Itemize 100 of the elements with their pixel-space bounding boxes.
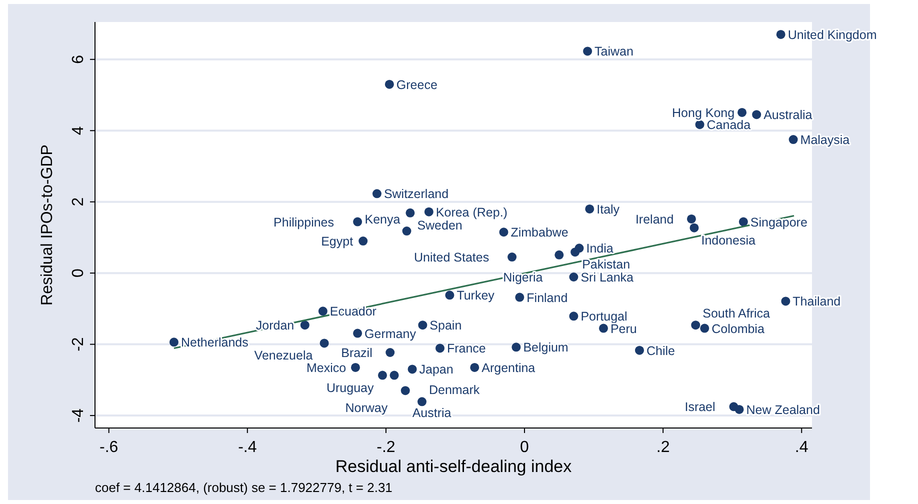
annotation: Germany (364, 326, 417, 341)
point (752, 110, 762, 120)
point (350, 362, 360, 372)
x-tick-label: -.6 (100, 439, 118, 456)
annotation: India (586, 242, 614, 256)
point (445, 290, 454, 300)
annotation: Israel (684, 400, 716, 414)
point (300, 320, 310, 330)
point (512, 342, 521, 352)
x-tick-label: 0 (520, 439, 530, 456)
y-tick-label: 2 (70, 197, 87, 206)
annotation: Italy (596, 202, 620, 216)
point (353, 328, 362, 338)
annotation: Korea (Rep.) (436, 205, 508, 220)
annotation: New Zealand (746, 402, 820, 417)
x-tick-label: .4 (794, 439, 808, 456)
annotation: Portugal (580, 310, 628, 324)
point (788, 135, 798, 144)
y-tick-label: -2 (70, 337, 87, 352)
annotation: Sweden (417, 218, 462, 232)
annotation: Sri Lanka (580, 270, 634, 284)
point (598, 324, 608, 333)
text: coef = 4.1412864, (robust) se = 1.7922779, t = 2.31 (95, 480, 392, 495)
point (378, 370, 387, 380)
point (554, 250, 564, 260)
point (569, 312, 578, 321)
annotation: Pakistan (582, 258, 630, 272)
point (583, 46, 592, 56)
point (470, 362, 480, 372)
point (358, 236, 368, 246)
point (508, 252, 517, 262)
point (570, 248, 580, 257)
y-axis-title: Residual IPOs-to-GDP (39, 144, 56, 306)
annotation: Kenya (364, 212, 400, 227)
x-tick-label: -.4 (238, 439, 257, 456)
point (686, 214, 696, 224)
point (400, 386, 410, 396)
annotation: Japan (419, 362, 454, 377)
y-tick-label: -4 (70, 408, 87, 423)
annotation: Chile (646, 344, 676, 358)
annotation: Ireland (635, 212, 674, 226)
point (406, 208, 415, 218)
annotation: Malaysia (800, 133, 850, 148)
point (435, 344, 444, 353)
point (408, 364, 417, 374)
point (418, 320, 428, 330)
annotation: Uruguay (326, 380, 374, 395)
point (424, 207, 434, 216)
annotation: Peru (610, 322, 637, 336)
x-tick-label: .2 (656, 439, 670, 456)
annotation: Australia (764, 108, 812, 122)
y-tick-label: 6 (70, 54, 87, 64)
annotation: Mexico (306, 360, 346, 375)
x-tick-label: -.2 (376, 439, 396, 456)
annotation: Switzerland (384, 187, 449, 202)
annotation: Denmark (428, 383, 480, 398)
annotation: Greece (396, 78, 438, 92)
annotation: Argentina (482, 360, 536, 375)
point (515, 292, 524, 302)
annotation: United States (414, 250, 490, 265)
point (384, 80, 394, 89)
annotation: Belgium (523, 340, 568, 355)
point (390, 370, 399, 380)
annotation: Indonesia (701, 233, 756, 248)
point (372, 189, 382, 198)
x-axis-title: Residual anti-self-dealing index (335, 457, 572, 476)
point (169, 338, 178, 347)
point (700, 324, 710, 333)
point (690, 223, 699, 232)
point (320, 338, 329, 348)
annotation: Austria (412, 406, 452, 420)
annotation: Finland (526, 290, 568, 305)
annotation: Egypt (321, 234, 354, 249)
point (499, 228, 508, 237)
point (691, 320, 700, 330)
point (781, 296, 790, 306)
annotation: Venezuela (254, 348, 313, 363)
point (695, 120, 704, 130)
annotation: Thailand (792, 294, 841, 309)
annotation: Spain (430, 318, 462, 333)
point (402, 226, 412, 236)
point (417, 397, 426, 406)
y-tick-label: 4 (70, 126, 87, 136)
annotation: South Africa (702, 306, 770, 321)
point (635, 346, 644, 355)
annotation: Norway (345, 400, 388, 415)
annotation: Philippines (274, 215, 334, 230)
annotation: Nigeria (503, 270, 543, 284)
point (734, 404, 744, 414)
annotation: United Kingdom (788, 28, 877, 42)
point (738, 108, 747, 117)
annotation: Hong Kong (672, 106, 735, 120)
annotation: Brazil (341, 346, 372, 360)
point (318, 306, 328, 316)
annotation: Taiwan (594, 44, 634, 59)
point (569, 272, 578, 282)
y-tick-label: 0 (70, 268, 87, 278)
point (386, 348, 395, 357)
point (353, 217, 362, 226)
annotation: Canada (706, 118, 751, 132)
